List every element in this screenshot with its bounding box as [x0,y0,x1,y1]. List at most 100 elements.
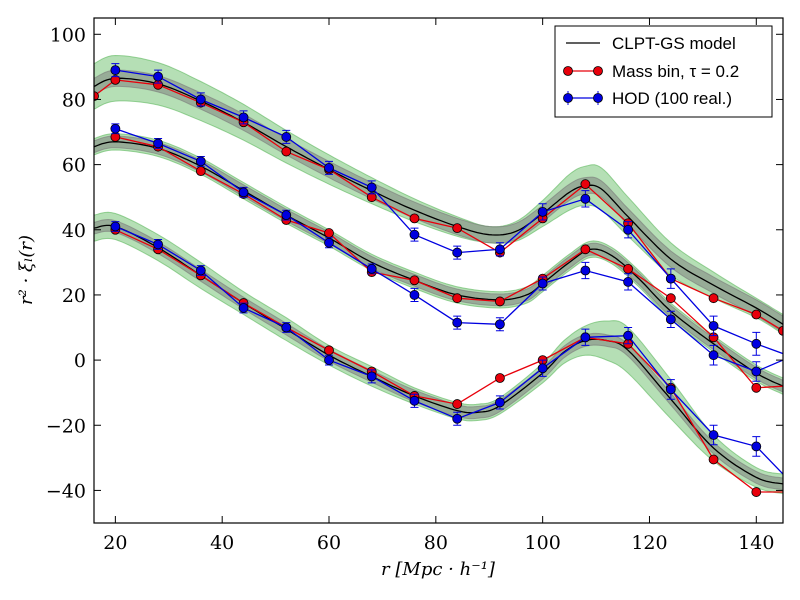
middle-mass-bin-point [623,263,634,274]
lower-hod-point [580,332,591,343]
y-tick-label: 40 [62,220,86,242]
legend-model-label: CLPT-GS model [612,34,736,53]
middle-hod-point [238,187,249,198]
middle-hod-point [195,156,206,167]
middle-mass-bin-point [324,228,334,238]
middle-hod-point [153,138,163,149]
middle-mass-bin-point [580,244,591,255]
y-tick-label: −40 [46,480,86,502]
middle-mass-bin-point [665,293,676,304]
upper-hod-point [580,193,591,204]
middle-hod-point [495,319,505,330]
x-tick-label: 100 [525,532,561,554]
lower-hod-point [324,355,334,365]
legend-mass-label: Mass bin, τ = 0.2 [612,62,739,81]
lower-hod-point [409,395,420,406]
lower-hod-point [110,221,121,232]
y-tick-label: 20 [62,285,86,307]
middle-mass-bin-point [195,166,206,177]
upper-hod-point [751,338,762,349]
lower-green-band [94,211,783,495]
upper-hod-point [281,132,292,142]
upper-hod-point [452,247,463,258]
y-tick-label: −20 [46,415,86,437]
x-tick-label: 80 [424,532,448,554]
lower-mass-bin-point [708,454,719,465]
lower-hod-point [153,239,163,250]
middle-hod-point [452,317,463,328]
plot-frame [93,17,784,524]
upper-hod-point [153,71,163,82]
x-axis-label: r [Mpc · h⁻¹] [381,559,496,580]
middle-hod-point [110,123,121,134]
upper-hod-point [537,206,548,217]
x-tick-label: 40 [210,532,234,554]
middle-hod-point [708,350,719,361]
upper-hod-point [708,320,719,331]
upper-hod-point [238,112,249,123]
upper-hod-point [495,244,505,255]
y-tick-label: 60 [62,155,86,177]
legend-hod-marker-left [563,93,573,103]
middle-hod-point [580,265,591,276]
y-tick-label: 80 [62,89,86,111]
lower-hod-point [452,413,463,424]
lower-hod-point [665,384,676,395]
middle-hod-point [751,366,762,377]
middle-mass-bin-point [452,293,463,304]
upper-hod-point [366,182,377,193]
x-tick-label: 140 [738,532,774,554]
y-axis-label: r² · ξₗ(r) [16,235,37,305]
lower-hod-point [281,322,292,333]
middle-mass-bin-point [409,275,420,286]
lower-mass-bin-point [324,345,334,356]
upper-hod-point [110,65,121,76]
upper-hod-point [195,94,206,105]
upper-mass-bin-point [452,223,463,234]
y-axis: −40 −20 0 20 40 60 80 100 [46,24,783,502]
middle-hod-point [537,278,548,289]
middle-mass-bin-point [495,296,505,307]
upper-mass-bin-point [281,146,292,157]
lower-hod-point [495,397,505,408]
middle-hod-point [324,237,334,248]
middle-hod-point [623,277,634,287]
middle-hod-point [665,314,676,325]
upper-green-band [94,54,783,335]
upper-mass-bin-point [409,213,420,224]
upper-model-line [94,77,783,325]
middle-hod-point [409,290,420,300]
upper-hod-point [324,162,334,173]
lower-hod-point [238,303,249,313]
y-tick-label: 0 [74,350,86,372]
upper-mass-bin-line [94,79,783,332]
lower-mass-bin-point [495,373,505,383]
legend: CLPT-GS model Mass bin, τ = 0.2 HOD (100… [554,25,773,118]
lower-mass-bin-point [751,487,762,497]
upper-mass-bin-point [751,309,762,320]
lower-hod-point [708,430,719,440]
lower-mass-bin-point [452,399,463,409]
y-tick-label: 100 [50,24,86,46]
middle-hod-point [366,263,377,274]
upper-hod-point [665,273,676,284]
upper-hod-point [623,224,634,235]
plot-area [94,54,783,497]
upper-hod-point [409,229,420,240]
legend-hod-marker-right [593,93,603,103]
lower-hod-point [366,371,377,382]
upper-mass-bin-point [778,325,783,336]
lower-hod-point [751,441,762,452]
lower-hod-point [195,265,206,276]
middle-mass-bin-point [751,382,762,393]
x-tick-label: 20 [103,532,127,554]
middle-hod-point [281,210,292,221]
x-axis: 20 40 60 80 100 120 140 [103,18,774,554]
lower-hod-point [537,363,548,374]
upper-mass-bin-point [580,179,591,190]
upper-mass-bin-point [708,293,719,304]
legend-mass-marker-left [563,66,573,76]
x-tick-label: 60 [317,532,341,554]
legend-mass-marker-right [593,66,603,76]
